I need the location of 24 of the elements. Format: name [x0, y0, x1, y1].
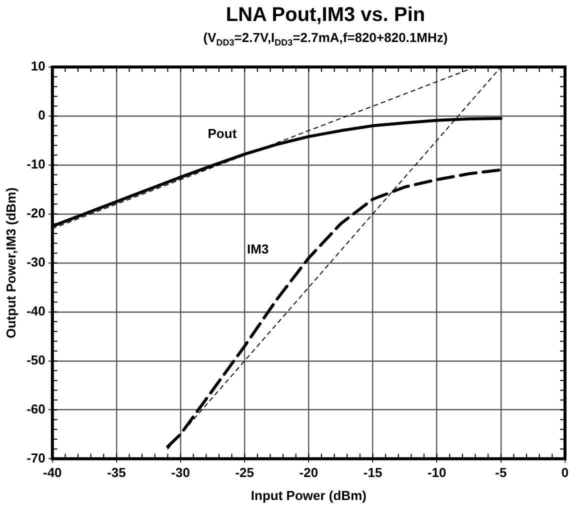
y-tick-label: -40 — [26, 303, 46, 318]
x-tick-label: -15 — [363, 465, 382, 480]
x-tick-label: -30 — [171, 465, 190, 480]
x-tick-label: -35 — [107, 465, 126, 480]
text: IM3 — [247, 242, 269, 257]
x-tick-label: -5 — [495, 465, 507, 480]
y-tick-label: -70 — [26, 450, 46, 466]
x-tick-label: 0 — [561, 465, 569, 480]
chart-subtitle: (V$_{DD3}$=2.7V,I$_{DD3}$=2.7mA,f=820+820.1MHz) — [202, 30, 449, 48]
y-tick-label: -60 — [26, 401, 46, 416]
series-label: Pout — [208, 126, 238, 141]
y-tick-label: -50 — [26, 352, 46, 368]
x-tick-label: -10 — [427, 465, 446, 480]
y-tick-label: 10 — [30, 58, 46, 74]
x-tick-label: -40 — [42, 465, 62, 480]
y-tick-label: 0 — [38, 108, 46, 123]
y-axis-title: Output Power,IM3 (dBm) — [3, 187, 18, 338]
x-tick-label: -25 — [235, 465, 254, 480]
y-tick-label: -20 — [26, 206, 46, 221]
y-tick-label: -30 — [26, 254, 46, 270]
x-tick-label: -20 — [299, 465, 318, 480]
chart-title: LNA Pout,IM3 vs. Pin — [224, 4, 426, 27]
y-tick-label: -10 — [26, 156, 46, 172]
x-axis-title: Input Power (dBm) — [250, 488, 366, 503]
